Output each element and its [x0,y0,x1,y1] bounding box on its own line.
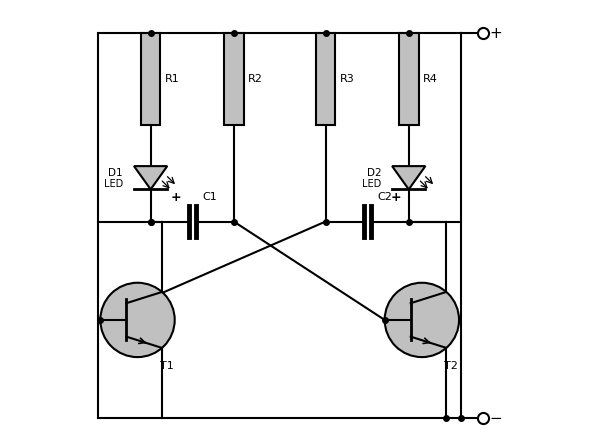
Text: −: − [490,411,503,426]
Text: D2: D2 [366,168,381,178]
Text: LED: LED [362,179,381,190]
Bar [399,33,418,125]
Text: +: + [490,26,503,41]
Text: T2: T2 [444,361,458,371]
Circle shape [385,283,459,357]
Circle shape [100,283,175,357]
Text: R1: R1 [165,74,179,84]
Polygon shape [134,166,168,190]
Text: LED: LED [104,179,123,190]
Text: +: + [391,191,401,204]
Polygon shape [392,166,425,190]
Text: D1: D1 [109,168,123,178]
Text: +: + [171,191,182,204]
Text: R3: R3 [340,74,355,84]
Bar [316,33,336,125]
Text: T1: T1 [160,361,173,371]
Text: C2: C2 [378,192,392,202]
Text: C1: C1 [203,192,218,202]
Bar [141,33,160,125]
Text: R4: R4 [423,74,438,84]
Bar [224,33,244,125]
Text: R2: R2 [248,74,263,84]
